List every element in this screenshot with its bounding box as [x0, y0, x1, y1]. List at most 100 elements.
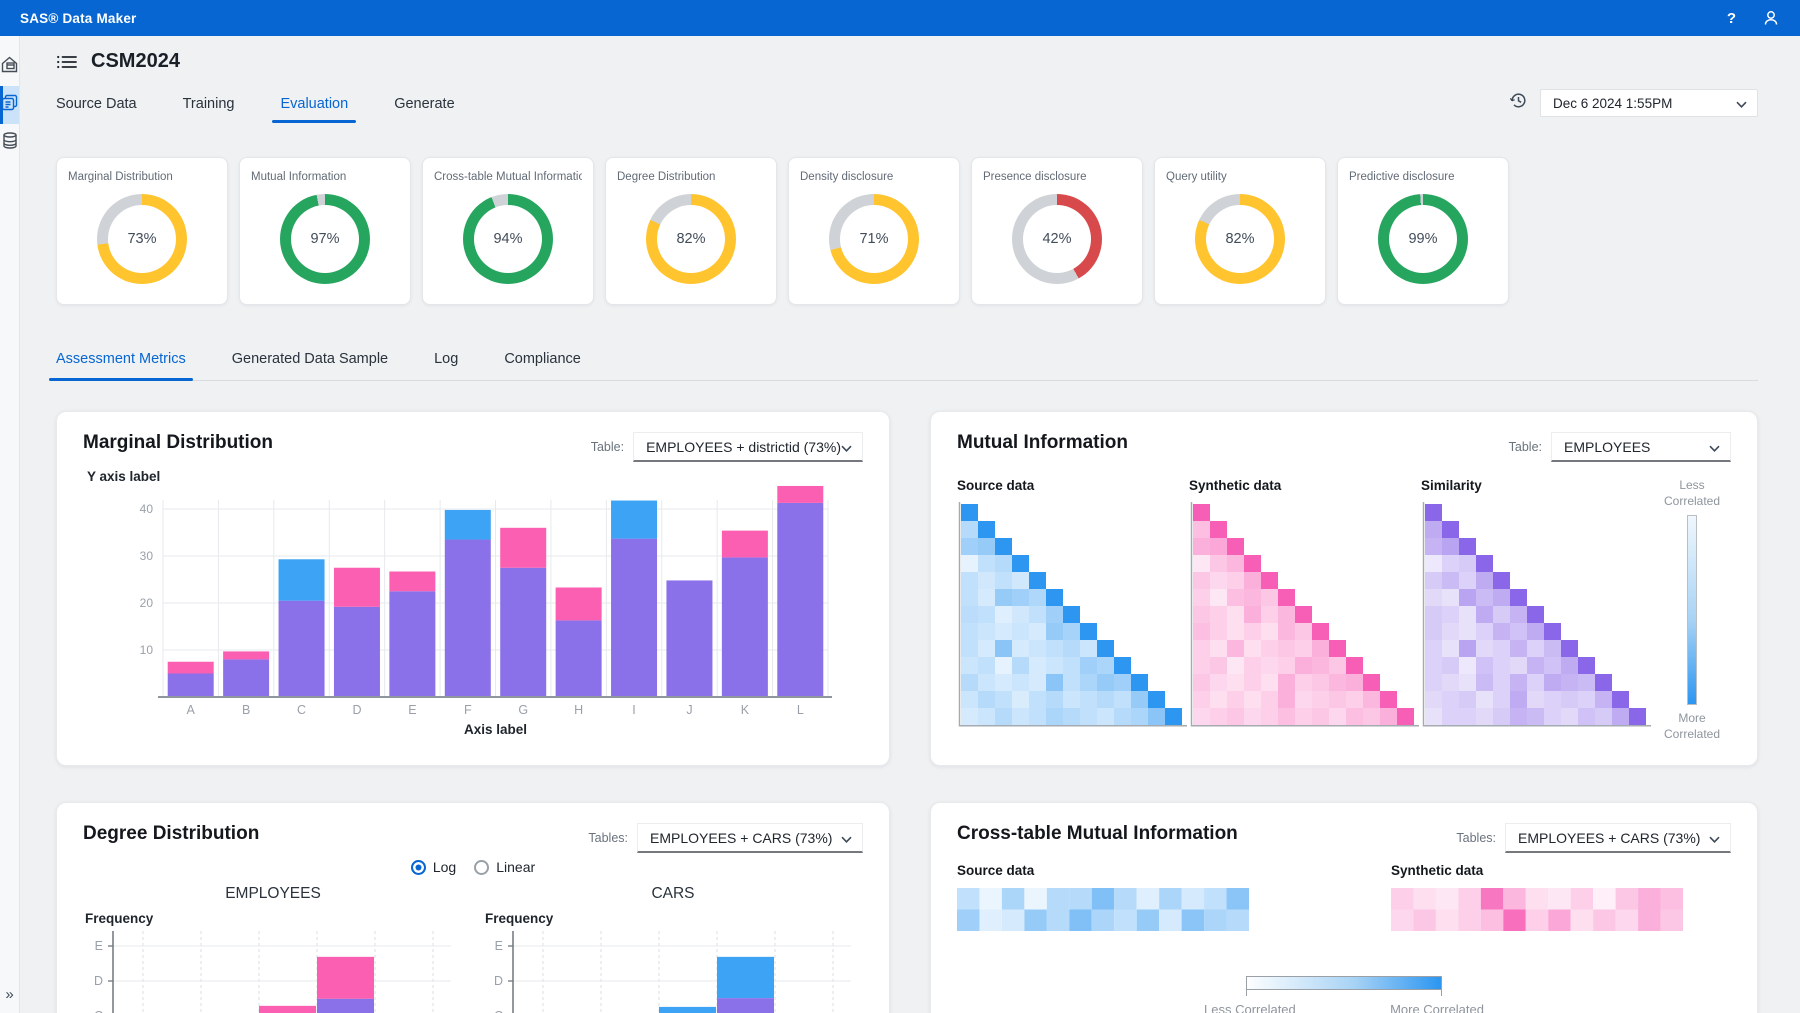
svg-text:K: K	[741, 703, 750, 717]
metric-card: Density disclosure 71%	[788, 157, 960, 305]
metric-card-title: Marginal Distribution	[68, 171, 173, 183]
subtab-log[interactable]: Log	[434, 351, 459, 367]
svg-text:L: L	[797, 703, 804, 717]
history-icon[interactable]	[1509, 91, 1528, 115]
user-icon[interactable]	[1762, 9, 1780, 27]
tab-training[interactable]: Training	[182, 96, 235, 112]
crosstable-table-select[interactable]: EMPLOYEES + CARS (73%)	[1505, 823, 1731, 853]
marginal-distribution-chart: Y axis label 10 20 30 40 A B C D E F G H I J K L Axis lab…	[87, 469, 832, 737]
subtab-generated-data-sample[interactable]: Generated Data Sample	[231, 351, 389, 367]
tab-source-data[interactable]: Source Data	[56, 96, 137, 112]
metric-value: 97%	[310, 231, 340, 247]
metric-card: Degree Distribution 82%	[605, 157, 777, 305]
svg-text:E: E	[95, 939, 103, 953]
degree-table-value: EMPLOYEES + CARS (73%)	[650, 829, 833, 846]
metric-donut: 82%	[1195, 194, 1285, 284]
marginal-table-select[interactable]: EMPLOYEES + districtid (73%)	[633, 432, 863, 462]
metric-card-title: Query utility	[1166, 171, 1227, 183]
metric-card: Cross-table Mutual Information 94%	[422, 157, 594, 305]
metric-card: Mutual Information 97%	[239, 157, 411, 305]
table-picker-label: Tables:	[1456, 831, 1496, 845]
metric-card-title: Density disclosure	[800, 171, 894, 183]
heatmap-label: Source data	[957, 478, 1035, 493]
svg-text:20: 20	[140, 596, 154, 610]
similarity-heatmap	[1422, 502, 1651, 727]
sidebar-item-data[interactable]	[0, 124, 19, 162]
svg-text:C: C	[94, 1009, 103, 1013]
help-icon[interactable]: ?	[1726, 9, 1736, 27]
metric-card: Query utility 82%	[1154, 157, 1326, 305]
heatmap-similarity: Similarity	[1421, 478, 1653, 742]
metric-card: Presence disclosure 42%	[971, 157, 1143, 305]
svg-text:G: G	[518, 703, 528, 717]
metric-value: 94%	[493, 231, 523, 247]
chart-name: CARS	[651, 885, 695, 902]
degree-chart-employees: EMPLOYEES Frequency E D C	[83, 885, 463, 1013]
employees-degree-chart: Frequency E D C	[85, 911, 451, 1013]
metric-donut: 71%	[829, 194, 919, 284]
metric-value: 99%	[1408, 231, 1438, 247]
subtab-compliance[interactable]: Compliance	[504, 351, 581, 367]
metric-card-title: Presence disclosure	[983, 171, 1087, 183]
metric-donut: 97%	[280, 194, 370, 284]
metric-card-title: Mutual Information	[251, 171, 347, 183]
svg-text:D: D	[494, 974, 503, 988]
metric-card-title: Predictive disclosure	[1349, 171, 1455, 183]
panels-grid: Marginal Distribution Table: EMPLOYEES +…	[56, 411, 1758, 1013]
chevron-down-icon	[841, 830, 852, 846]
heatmap-label: Similarity	[1421, 478, 1482, 493]
radio-log-dot	[410, 859, 426, 875]
radio-log[interactable]: Log	[410, 859, 456, 875]
svg-text:Y axis label: Y axis label	[87, 469, 160, 484]
metric-value: 82%	[676, 231, 706, 247]
correlation-legend-vertical: Less Correlated More Correlated	[1653, 478, 1731, 742]
metric-donut: 42%	[1012, 194, 1102, 284]
correlation-legend-horizontal: Less Correlated More Correlated	[1204, 976, 1484, 1013]
strip-label: Synthetic data	[1391, 863, 1484, 878]
cars-degree-chart: Frequency E D C	[485, 911, 851, 1013]
degree-table-select[interactable]: EMPLOYEES + CARS (73%)	[637, 823, 863, 853]
sidebar-item-projects[interactable]	[0, 86, 19, 124]
panel-title: Marginal Distribution	[83, 432, 273, 453]
chevron-down-icon	[1709, 830, 1720, 846]
crosstable-table-value: EMPLOYEES + CARS (73%)	[1518, 829, 1701, 846]
synthetic-data-heatmap	[1190, 502, 1419, 727]
correlation-gradient-bar-horizontal	[1246, 976, 1442, 996]
metric-cards-row: Marginal Distribution 73% Mutual Informati…	[56, 157, 1758, 305]
metric-card-title: Cross-table Mutual Information	[434, 171, 582, 183]
list-icon[interactable]	[56, 53, 78, 71]
heatmap-label: Synthetic data	[1189, 478, 1282, 493]
mutual-table-value: EMPLOYEES	[1564, 438, 1651, 455]
panel-marginal-distribution: Marginal Distribution Table: EMPLOYEES +…	[56, 411, 890, 766]
legend-less-label: Less Correlated	[1204, 1002, 1296, 1013]
metric-donut: 82%	[646, 194, 736, 284]
strip-label: Source data	[957, 863, 1035, 878]
app-brand: SAS® Data Maker	[20, 10, 137, 26]
tab-generate[interactable]: Generate	[394, 96, 455, 112]
tab-evaluation[interactable]: Evaluation	[272, 96, 356, 123]
subtab-assessment-metrics[interactable]: Assessment Metrics	[49, 351, 193, 381]
svg-text:D: D	[352, 703, 361, 717]
synthetic-data-strip	[1391, 888, 1683, 931]
mutual-table-select[interactable]: EMPLOYEES	[1551, 432, 1731, 462]
snapshot-select[interactable]: Dec 6 2024 1:55PM	[1540, 89, 1758, 117]
svg-text:E: E	[408, 703, 416, 717]
svg-text:C: C	[494, 1009, 503, 1013]
panel-title: Cross-table Mutual Information	[957, 823, 1238, 844]
sidebar-expand-button[interactable]: »	[5, 986, 14, 1003]
panel-title: Degree Distribution	[83, 823, 260, 844]
degree-chart-cars: CARS Frequency E D C	[463, 885, 863, 1013]
svg-text:B: B	[242, 703, 250, 717]
heatmap-synthetic-data: Synthetic data	[1189, 478, 1421, 742]
table-picker-label: Tables:	[588, 831, 628, 845]
table-picker-label: Table:	[590, 440, 625, 454]
projects-icon	[0, 93, 19, 117]
marginal-table-value: EMPLOYEES + districtid (73%)	[646, 438, 841, 455]
legend-more-label: More Correlated	[1390, 1002, 1484, 1013]
radio-linear-label: Linear	[496, 859, 536, 875]
sidebar-item-home[interactable]	[0, 48, 19, 86]
metric-value: 73%	[127, 231, 157, 247]
panel-mutual-information: Mutual Information Table: EMPLOYEES So	[930, 411, 1758, 766]
radio-linear[interactable]: Linear	[474, 859, 535, 875]
